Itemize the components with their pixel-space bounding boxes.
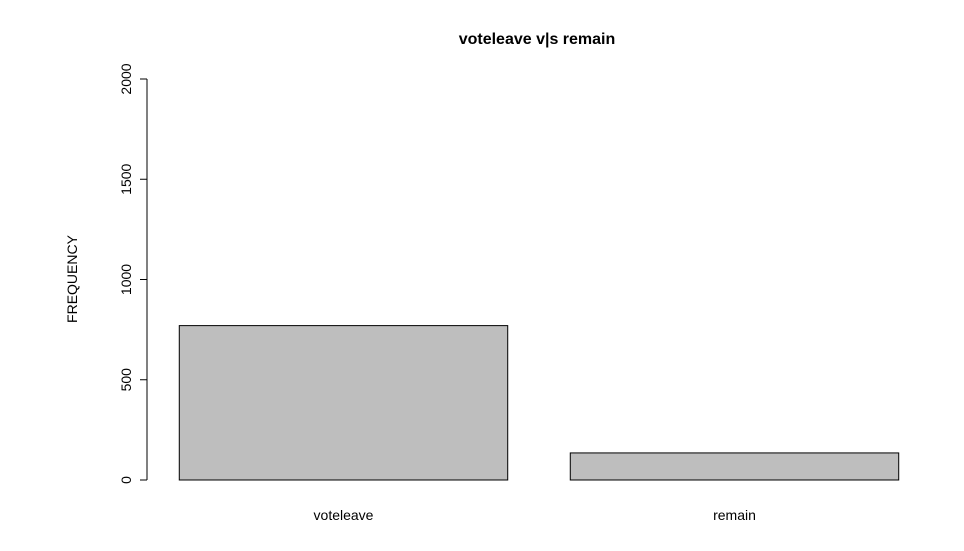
y-tick-label: 2000: [118, 63, 134, 94]
y-tick-label: 1000: [118, 264, 134, 295]
x-axis-labels: voteleave remain: [314, 507, 756, 523]
y-axis-label: FREQUENCY: [64, 234, 80, 323]
bar-voteleave: [178, 325, 509, 481]
bar-remain: [569, 452, 900, 481]
x-category-label: voteleave: [314, 507, 374, 523]
bars-group: [178, 325, 900, 481]
y-tick-label: 0: [118, 476, 134, 484]
x-category-label: remain: [713, 507, 756, 523]
chart-title: voteleave v|s remain: [459, 31, 616, 48]
y-tick-label: 500: [118, 368, 134, 392]
y-axis-ticks: 0 500 1000 1500 2000: [118, 63, 147, 484]
y-tick-label: 1500: [118, 163, 134, 194]
